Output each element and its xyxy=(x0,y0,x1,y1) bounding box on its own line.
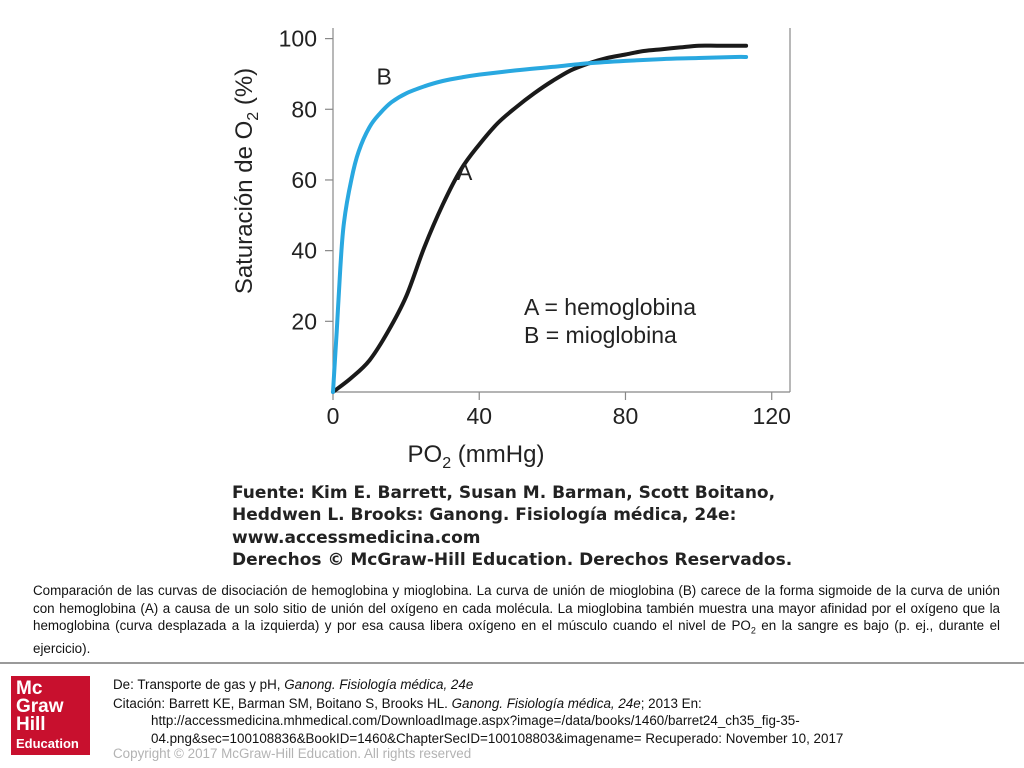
footer-citation: Citación: Barrett KE, Barman SM, Boitano… xyxy=(113,695,913,747)
credit-line: Fuente: Kim E. Barrett, Susan M. Barman,… xyxy=(232,483,776,503)
credit-line: www.accessmedicina.com xyxy=(232,527,481,548)
citation-suffix: ; 2013 En: xyxy=(640,696,702,711)
y-axis-label: Saturación de O2 (%) xyxy=(231,68,262,294)
logo-line-graw: Graw xyxy=(16,696,64,717)
footer-divider xyxy=(0,662,1024,664)
legend-entry-b: B = mioglobina xyxy=(524,322,677,348)
y-tick-label: 60 xyxy=(291,167,317,193)
credit-line: Derechos © McGraw-Hill Education. Derech… xyxy=(232,550,793,571)
caption-text: Comparación de las curvas de disociación… xyxy=(33,583,1000,634)
y-ticks: 20 40 60 80 100 xyxy=(279,26,333,334)
mcgraw-hill-logo: Mc Graw Hill Education xyxy=(11,676,90,755)
y-axis-label-sub: 2 xyxy=(245,112,262,121)
y-tick-label: 80 xyxy=(291,96,317,122)
figure-caption: Comparación de las curvas de disociación… xyxy=(33,582,1000,658)
x-tick-label: 80 xyxy=(613,403,639,429)
citation-title: Ganong. Fisiología médica, 24e xyxy=(451,696,641,711)
y-tick-label: 40 xyxy=(291,238,317,264)
x-tick-label: 120 xyxy=(753,403,791,429)
y-axis-label-unit: (%) xyxy=(231,68,258,112)
source-prefix: De: Transporte de gas y pH, xyxy=(113,677,285,692)
annotations: BA xyxy=(377,64,473,185)
credit-line: Heddwen L. Brooks: Ganong. Fisiología mé… xyxy=(232,505,737,526)
footer-copyright: Copyright © 2017 McGraw-Hill Education. … xyxy=(113,746,472,761)
y-tick-label: 20 xyxy=(291,308,317,334)
citation-prefix: Citación: Barrett KE, Barman SM, Boitano… xyxy=(113,696,452,711)
logo-line-hill: Hill xyxy=(16,714,46,735)
logo-line-education: Education xyxy=(16,736,79,751)
series-line-b xyxy=(331,54,749,394)
source-title: Ganong. Fisiología médica, 24e xyxy=(284,677,474,692)
citation-url-line[interactable]: 04.png&sec=100108836&BookID=1460&Chapter… xyxy=(151,730,844,746)
y-axis-label-main: Saturación de O xyxy=(231,121,258,294)
logo-line-mc: Mc xyxy=(16,678,43,699)
x-axis-label-main: PO xyxy=(408,441,443,468)
x-axis-label-unit: (mmHg) xyxy=(451,441,544,468)
caption-subscript: 2 xyxy=(750,625,756,636)
x-ticks: 0 40 80 120 xyxy=(327,392,791,429)
x-axis-label-sub: 2 xyxy=(442,455,451,472)
citation-url-line[interactable]: http://accessmedicina.mhmedical.com/Down… xyxy=(151,713,800,729)
caption-text-end: en la sangre es bajo (p. ej., durante el… xyxy=(33,618,1001,657)
figure-credit: Fuente: Kim E. Barrett, Susan M. Barman,… xyxy=(232,482,793,572)
x-tick-label: 40 xyxy=(466,403,492,429)
y-tick-label: 100 xyxy=(279,26,317,52)
x-axis-label: PO2 (mmHg) xyxy=(408,441,545,472)
x-tick-label: 0 xyxy=(327,403,340,429)
series-layer xyxy=(331,43,749,394)
legend-entry-a: A = hemoglobina xyxy=(524,294,696,320)
footer-source: De: Transporte de gas y pH, Ganong. Fisi… xyxy=(113,676,473,693)
series-line-a xyxy=(331,43,749,394)
curve-label-a: A xyxy=(457,159,473,185)
curve-label-b: B xyxy=(377,64,392,90)
